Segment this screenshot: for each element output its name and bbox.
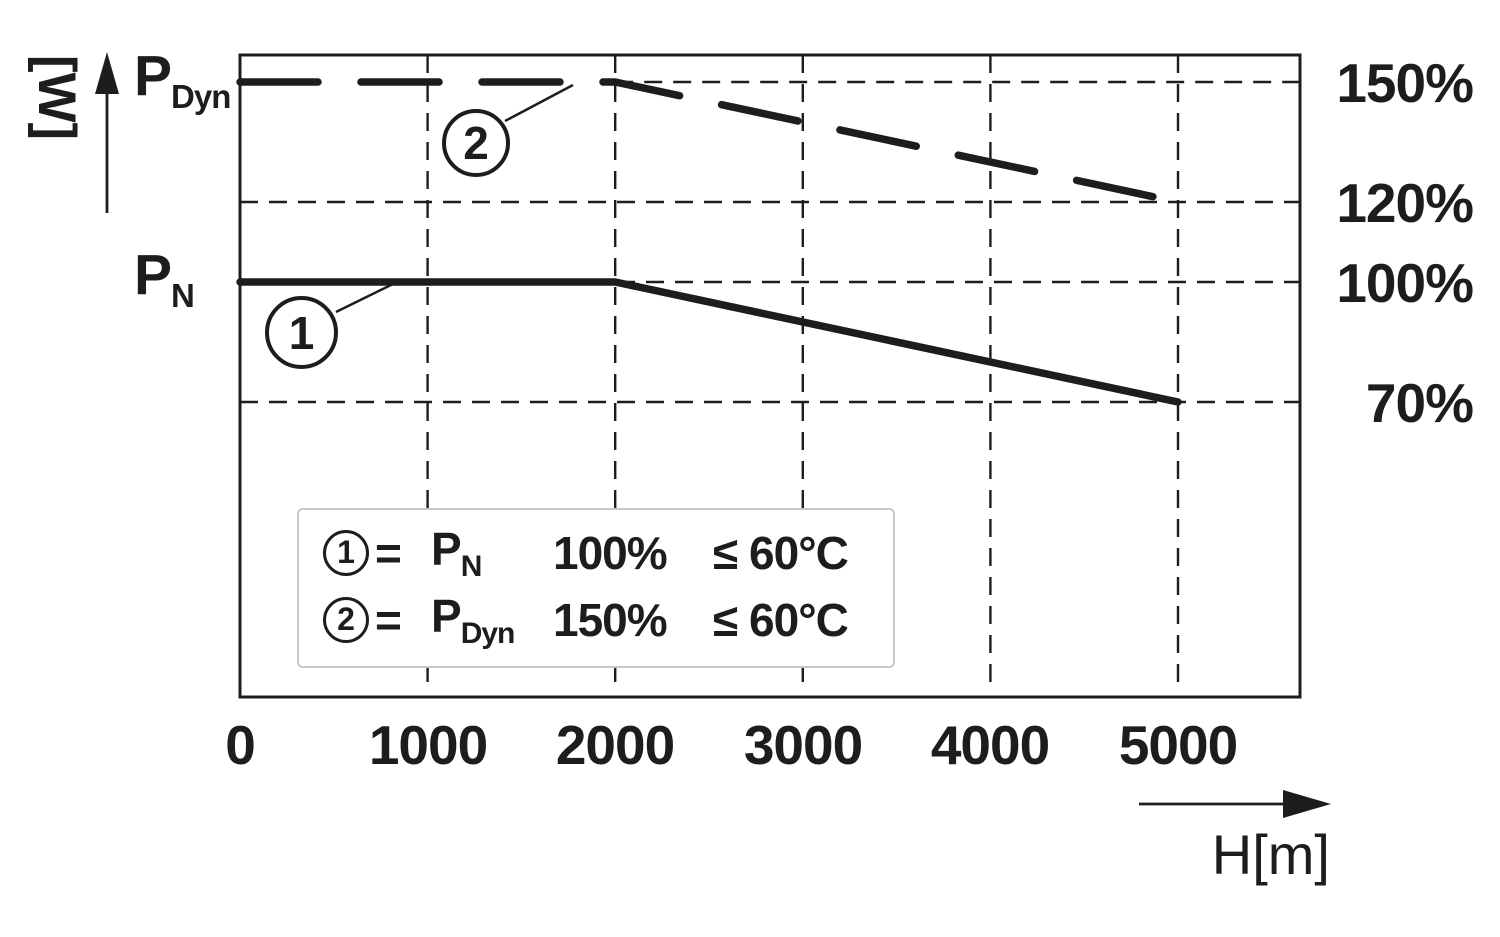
- legend-symbol-p-dyn: PDyn: [431, 589, 515, 650]
- legend-symbol-p-n: PN: [431, 522, 482, 583]
- callout-1-leader-line: [335, 282, 394, 314]
- x-tick-label-1000: 1000: [368, 714, 488, 776]
- legend-callout-2-icon: 2: [323, 596, 369, 643]
- x-axis-unit-label: H[m]: [1211, 823, 1330, 886]
- x-tick-label-4000: 4000: [930, 714, 1050, 776]
- x-axis-arrow-head-icon: [1283, 790, 1331, 818]
- x-tick-label-5000: 5000: [1118, 714, 1238, 776]
- legend-row-2: 2 = PDyn 150% ≤ 60°C: [323, 586, 893, 653]
- legend-equals-2: =: [375, 593, 402, 646]
- callout-2-leader-line: [504, 83, 574, 123]
- legend-box: 1 = PN 100% ≤ 60°C 2 = PDyn 150% ≤ 60°C: [297, 508, 895, 668]
- plot-border: [238, 53, 1302, 699]
- legend-equals-1: =: [375, 526, 402, 579]
- legend-condition-2: ≤ 60°C: [713, 593, 849, 646]
- series-layer: [236, 78, 1182, 406]
- legend-row-1: 1 = PN 100% ≤ 60°C: [323, 519, 893, 586]
- y-axis-arrow-head-icon: [95, 52, 119, 94]
- series-label-p-dyn: PDyn: [134, 44, 231, 115]
- y-tick-label-150: 150%: [1336, 52, 1474, 114]
- x-tick-label-0: 0: [225, 714, 256, 776]
- legend-callout-1-icon: 1: [323, 529, 369, 576]
- legend-percent-2: 150%: [553, 593, 668, 646]
- y-tick-label-70: 70%: [1365, 372, 1474, 434]
- series-label-p-n: PN: [134, 243, 195, 314]
- series-line-p-dyn: [236, 78, 1182, 206]
- x-tick-label-3000: 3000: [743, 714, 863, 776]
- y-axis-unit-label: [W]: [27, 54, 87, 140]
- callout-circle-1: 1: [265, 296, 338, 369]
- legend-condition-1: ≤ 60°C: [713, 526, 849, 579]
- callout-circle-2: 2: [442, 109, 510, 177]
- y-tick-label-100: 100%: [1336, 252, 1474, 314]
- y-tick-label-120: 120%: [1336, 172, 1474, 234]
- x-tick-label-2000: 2000: [555, 714, 675, 776]
- series-line-p-n: [236, 278, 1182, 406]
- legend-percent-1: 100%: [553, 526, 668, 579]
